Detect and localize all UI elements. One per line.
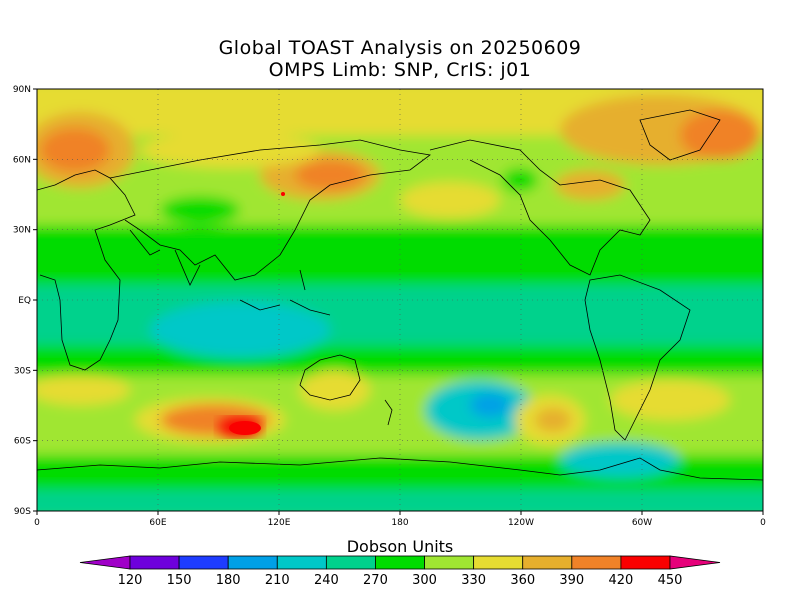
colorbar-swatch	[276, 555, 327, 570]
lat-label: 90N	[13, 85, 31, 95]
lat-label: EQ	[18, 296, 31, 306]
colorbar-tick-label: 300	[412, 573, 437, 588]
colorbar-tick-label: 240	[314, 573, 339, 588]
colorbar-tick-label: 150	[167, 573, 192, 588]
lon-label: 60W	[632, 518, 652, 528]
colorbar-low-arrow	[79, 555, 131, 570]
lon-label: 0	[34, 518, 40, 528]
colorbar-tick-label: 270	[363, 573, 388, 588]
colorbar-swatch	[129, 555, 180, 570]
colorbar-high-arrow	[669, 555, 721, 570]
map-subtitle: OMPS Limb: SNP, CrIS: j01	[268, 59, 532, 81]
colorbar-tick-label: 330	[461, 573, 486, 588]
lat-label: 30N	[13, 226, 31, 236]
lon-label: 120W	[508, 518, 534, 528]
lon-label: 180	[391, 518, 408, 528]
colorbar-swatch	[227, 555, 278, 570]
lat-label: 60N	[13, 155, 31, 165]
colorbar-tick-label: 210	[265, 573, 290, 588]
colorbar-tick-label: 120	[118, 573, 143, 588]
colorbar-swatch	[424, 555, 475, 570]
colorbar-swatch	[325, 555, 376, 570]
lon-label: 0	[760, 518, 766, 528]
map-title: Global TOAST Analysis on 20250609	[218, 37, 582, 59]
colorbar-swatch	[522, 555, 573, 570]
colorbar-swatch	[375, 555, 425, 570]
colorbar-tick-label: 180	[216, 573, 241, 588]
colorbar-tick-label: 390	[559, 573, 584, 588]
colorbar-swatch	[620, 555, 671, 570]
colorbar-tick-label: 450	[658, 573, 683, 588]
lon-label: 60E	[149, 518, 166, 528]
lat-label: 90S	[14, 507, 31, 517]
colorbar-title: Dobson Units	[347, 537, 454, 556]
colorbar-tick-label: 360	[510, 573, 535, 588]
lon-label: 120E	[268, 518, 291, 528]
latitude-axis: 90N 60N 30N EQ 30S 60S 90S	[13, 85, 37, 517]
lat-label: 30S	[14, 366, 31, 376]
colorbar-swatch	[571, 555, 622, 570]
lat-label: 60S	[14, 437, 31, 447]
colorbar: 120 150 180 210 240 270 300 330 360 390 420 450	[79, 555, 721, 588]
colorbar-swatch	[178, 555, 229, 570]
colorbar-swatch	[473, 555, 524, 570]
lat-lon-grid	[37, 89, 763, 511]
longitude-axis: 0 60E 120E 180 120W 60W 0	[34, 511, 766, 528]
colorbar-tick-label: 420	[608, 573, 633, 588]
